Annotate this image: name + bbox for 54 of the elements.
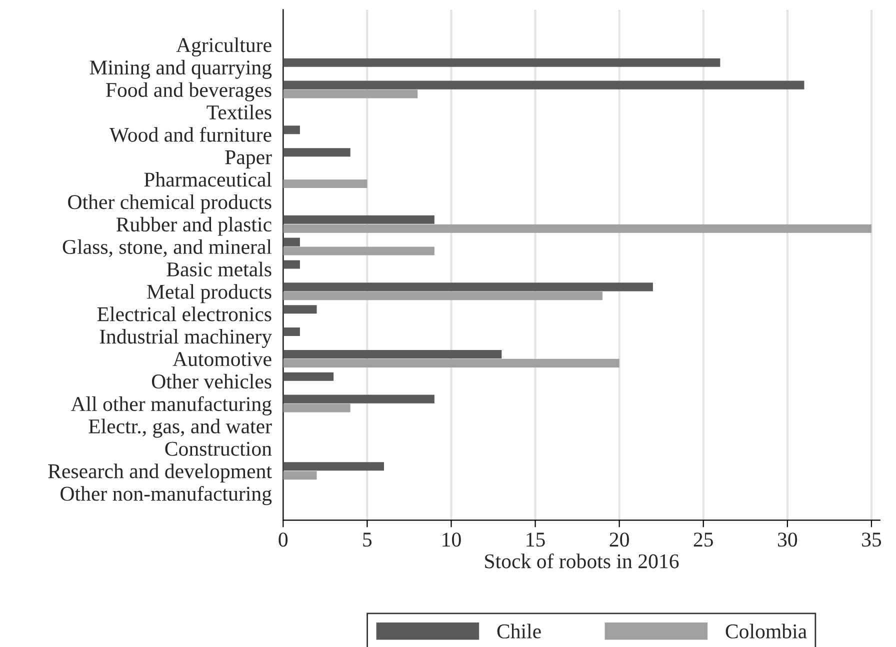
bar [283,148,350,157]
x-tick-label: 0 [278,532,288,547]
bar [283,282,653,292]
y-tick-label: Other non-manufacturing [60,486,272,506]
bar [283,246,434,256]
y-tick-label: Mining and quarrying [90,60,272,79]
x-tick-label: 35 [862,532,882,547]
bar [283,394,434,404]
bar [283,462,384,471]
y-tick-label: Construction [165,442,272,456]
y-tick-label: Rubber and plastic [116,216,272,236]
x-tick-label: 20 [610,532,629,547]
legend-label: Chile [497,624,541,638]
y-tick-label: Metal products [147,284,272,304]
bar [283,260,300,269]
bar [283,350,502,358]
bar [283,224,872,233]
y-tick-label: Textiles [206,104,272,120]
bar [283,126,300,134]
bar [283,471,317,480]
bar [283,292,603,300]
y-tick-label: Basic metals [166,262,272,276]
legend-label: Colombia [726,624,807,638]
bar [283,179,368,188]
bar [283,90,418,98]
bar [283,328,300,336]
bar [283,372,334,381]
bar [283,80,804,90]
y-tick-label: Other chemical products [68,194,272,214]
y-tick-label: Electr., gas, and water [88,418,272,438]
y-tick-label: Research and development [48,464,272,483]
y-tick-label: Industrial machinery [100,329,272,348]
bar [283,238,300,246]
y-tick-label: Glass, stone, and mineral [62,239,272,257]
x-tick-label: 5 [363,532,372,547]
x-tick-label: 10 [442,532,461,547]
bar [283,305,317,314]
bar [283,58,720,67]
y-tick-label: Other vehicles [152,374,272,389]
y-tick-label: Automotive [172,352,272,366]
y-tick-label: All other manufacturing [70,396,272,416]
x-tick-label: 30 [778,532,798,547]
x-tick-label: 15 [526,532,545,547]
y-tick-label: Food and beverages [106,82,272,102]
bar [283,404,350,412]
bar [283,358,620,368]
y-tick-label: Paper [225,150,272,169]
bar [283,215,434,224]
x-axis-title: Stock of robots in 2016 [485,553,679,568]
y-tick-label: Wood and furniture [109,126,272,142]
y-tick-label: Electrical electronics [97,306,272,322]
y-tick-label: Agriculture [176,37,272,56]
x-tick-label: 25 [694,532,713,547]
y-tick-label: Pharmaceutical [144,172,272,187]
